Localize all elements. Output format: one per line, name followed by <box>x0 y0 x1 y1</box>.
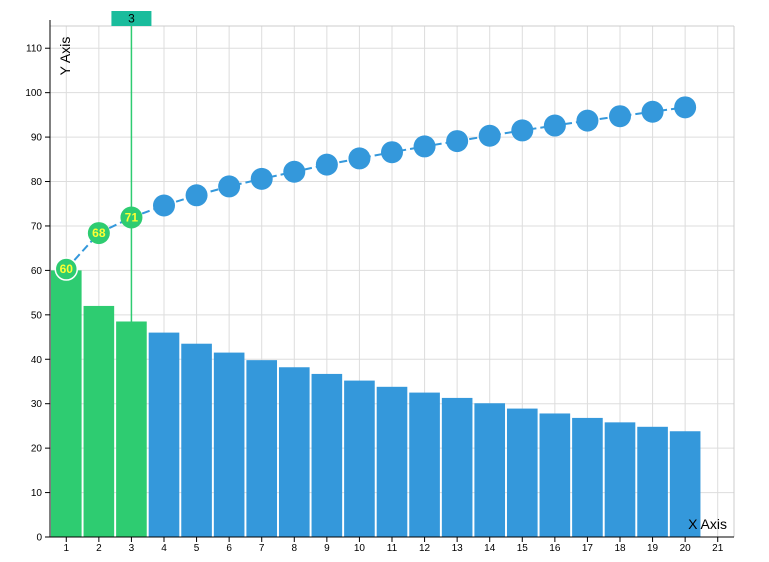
x-tick-label: 18 <box>614 543 626 554</box>
bar <box>539 413 571 537</box>
data-point <box>609 105 631 128</box>
x-axis-title: X Axis <box>688 516 727 532</box>
bar <box>409 392 440 537</box>
bar <box>246 360 278 537</box>
x-tick-label: 14 <box>484 543 496 554</box>
x-tick-label: 10 <box>354 543 366 554</box>
data-point <box>413 135 436 158</box>
data-label: 68 <box>92 226 106 240</box>
data-point <box>283 160 306 183</box>
y-tick-label: 100 <box>25 88 42 99</box>
x-tick-label: 8 <box>292 543 298 554</box>
x-tick-label: 3 <box>129 543 135 554</box>
y-tick-label: 20 <box>31 444 43 455</box>
bar <box>83 305 115 537</box>
data-point <box>446 130 469 153</box>
data-point <box>543 114 566 137</box>
bar <box>572 417 603 537</box>
y-tick-label: 110 <box>26 44 42 55</box>
bar <box>604 422 636 537</box>
data-point <box>478 124 501 147</box>
bars <box>50 270 701 537</box>
data-point <box>576 109 599 132</box>
bar <box>669 431 701 537</box>
x-tick-label: 1 <box>64 543 70 554</box>
bar <box>344 380 375 537</box>
data-label: 60 <box>60 262 74 276</box>
x-tick-label: 2 <box>96 543 102 554</box>
data-point <box>218 175 241 198</box>
bar <box>213 352 245 537</box>
y-tick-label: 10 <box>31 488 43 499</box>
y-tick-label: 40 <box>31 355 43 366</box>
bar <box>116 321 147 537</box>
data-point <box>674 96 697 119</box>
x-tick-label: 7 <box>259 543 265 554</box>
data-point <box>381 141 403 164</box>
data-point <box>250 167 273 190</box>
x-tick-label: 5 <box>194 543 200 554</box>
x-tick-label: 15 <box>517 543 529 554</box>
data-point <box>641 100 664 123</box>
x-tick-label: 17 <box>582 543 594 554</box>
x-tick-label: 16 <box>549 543 561 554</box>
y-tick-label: 30 <box>31 399 43 410</box>
x-tick-label: 6 <box>226 543 232 554</box>
x-tick-label: 21 <box>712 543 724 554</box>
data-point <box>185 184 208 207</box>
bar <box>278 367 310 537</box>
y-tick-label: 0 <box>36 533 42 544</box>
cursor: 3 <box>111 11 152 322</box>
x-tick-label: 20 <box>680 543 692 554</box>
y-tick-label: 60 <box>31 266 43 277</box>
data-point <box>87 222 110 245</box>
x-tick-label: 19 <box>647 543 659 554</box>
data-point <box>54 257 79 281</box>
cursor-tag <box>111 11 152 26</box>
bar <box>474 403 506 537</box>
y-tick-label: 70 <box>31 221 43 232</box>
data-point <box>315 153 338 176</box>
bar <box>181 343 212 537</box>
bar <box>506 408 538 537</box>
x-tick-label: 13 <box>452 543 464 554</box>
bar <box>311 373 343 537</box>
data-point <box>153 194 175 217</box>
x-tick-label: 11 <box>387 543 398 554</box>
data-point <box>511 119 534 142</box>
y-tick-label: 80 <box>31 177 43 188</box>
bar <box>376 386 408 537</box>
y-tick-label: 90 <box>31 133 43 144</box>
series-line <box>65 106 686 270</box>
y-axis-title: Y Axis <box>57 37 73 76</box>
x-tick-label: 12 <box>419 543 431 554</box>
bar <box>637 426 668 537</box>
bar <box>50 270 82 537</box>
x-tick-label: 9 <box>324 543 330 554</box>
bar <box>441 397 473 537</box>
y-tick-label: 50 <box>31 310 43 321</box>
bar <box>148 332 180 537</box>
cursor-tag-label: 3 <box>128 12 135 26</box>
x-tick-label: 4 <box>161 543 167 554</box>
data-point <box>348 147 371 170</box>
